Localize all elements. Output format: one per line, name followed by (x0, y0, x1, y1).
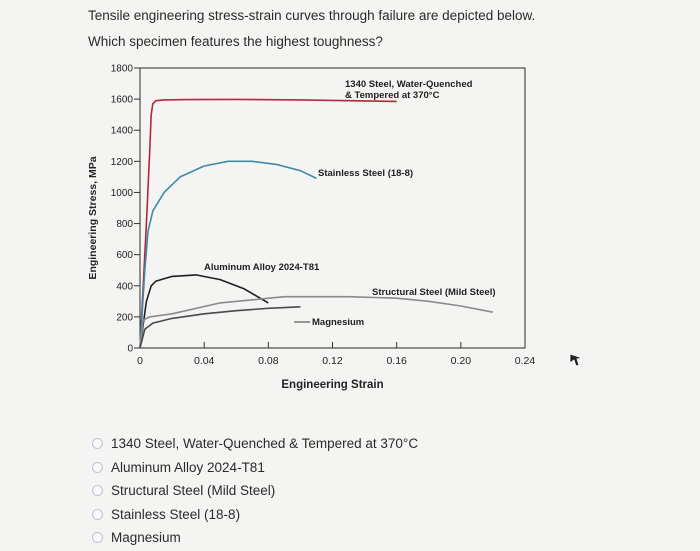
label-1340-steel: 1340 Steel, Water-Quenched (345, 79, 473, 90)
option-label: Magnesium (111, 530, 181, 546)
stress-strain-chart: 0 200 400 600 800 1000 1200 1400 1600 1800 0 0.04 0.… (87, 64, 536, 392)
question-line-1: Tensile engineering stress-strain curves… (88, 8, 536, 23)
x-tick-label: 0.04 (194, 355, 215, 367)
question-line-2: Which specimen features the highest toug… (88, 34, 383, 49)
y-tick-label: 0 (127, 344, 133, 355)
label-structural-steel: Structural Steel (Mild Steel) (372, 287, 496, 298)
x-axis-label: Engineering Strain (281, 379, 383, 391)
radio-button[interactable] (92, 438, 103, 450)
radio-button[interactable] (92, 485, 103, 497)
option-structural-steel[interactable]: Structural Steel (Mild Steel) (92, 479, 418, 503)
option-label: Aluminum Alloy 2024-T81 (111, 459, 265, 475)
x-tick-label: 0.16 (386, 355, 407, 367)
option-label: Structural Steel (Mild Steel) (111, 483, 276, 499)
series-1340-steel (139, 98, 397, 349)
y-tick-label: 1400 (111, 126, 134, 137)
option-label: Stainless Steel (18-8) (111, 506, 241, 522)
option-aluminum-alloy[interactable]: Aluminum Alloy 2024-T81 (92, 456, 418, 480)
label-1340-steel: & Tempered at 370°C (345, 90, 440, 101)
y-tick-label: 200 (116, 312, 133, 323)
x-tick-label: 0.24 (515, 355, 536, 367)
y-axis-label: Engineering Stress, MPa (87, 156, 99, 279)
label-stainless-steel: Stainless Steel (18-8) (318, 168, 413, 179)
y-tick-label: 800 (116, 219, 133, 230)
answer-options: 1340 Steel, Water-Quenched & Tempered at… (92, 432, 418, 550)
label-magnesium: Magnesium (312, 317, 364, 328)
y-tick-label: 600 (116, 250, 133, 261)
series-aluminum-alloy (139, 274, 269, 349)
mouse-cursor-icon (569, 353, 584, 367)
x-tick-label: 0.20 (451, 355, 472, 367)
y-tick-label: 1800 (111, 64, 134, 75)
option-label: 1340 Steel, Water-Quenched & Tempered at… (111, 436, 419, 452)
x-tick-label: 0.12 (322, 355, 343, 367)
series-magnesium (139, 306, 301, 349)
series-stainless-steel (139, 160, 317, 349)
option-stainless-steel[interactable]: Stainless Steel (18-8) (92, 503, 418, 527)
y-tick-label: 1000 (111, 188, 134, 199)
option-1340-steel[interactable]: 1340 Steel, Water-Quenched & Tempered at… (92, 432, 418, 456)
x-tick-label: 0 (137, 355, 143, 367)
x-tick-label: 0.08 (258, 355, 279, 367)
radio-button[interactable] (92, 461, 103, 473)
label-aluminum-alloy: Aluminum Alloy 2024-T81 (204, 262, 320, 273)
series-structural-steel (139, 295, 494, 349)
y-tick-label: 1600 (111, 95, 134, 106)
plot-frame (139, 67, 526, 349)
y-tick-label: 400 (116, 281, 133, 292)
option-magnesium[interactable]: Magnesium (92, 526, 418, 550)
radio-button[interactable] (92, 508, 103, 520)
y-tick-label: 1200 (111, 157, 134, 168)
radio-button[interactable] (92, 532, 103, 544)
